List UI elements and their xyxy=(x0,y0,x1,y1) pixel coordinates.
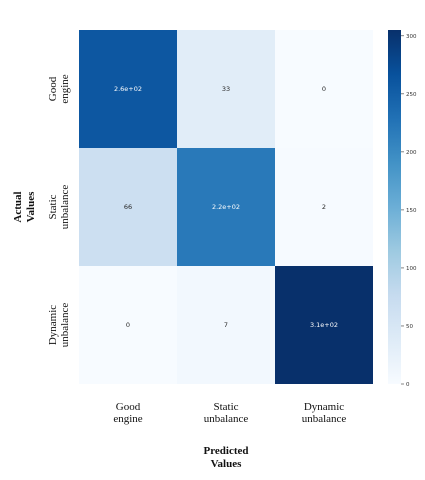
heatmap-cell-r1-c2 xyxy=(275,148,373,266)
axis-titles: Predicted Values ActualValues xyxy=(12,191,249,470)
x-axis-title: Predicted Values xyxy=(203,445,248,470)
colorbar-tick-label: 50 xyxy=(406,324,413,330)
cell-value-label: 2.2e+02 xyxy=(212,203,240,211)
x-tick-labels: Good engine Static unbalance Dynamic unbalanc… xyxy=(113,401,346,425)
cell-value-label: 7 xyxy=(224,321,228,329)
x-tick-label: Dynamic unbalance xyxy=(302,401,347,425)
y-tick-label: Staticunbalance xyxy=(47,185,71,230)
heatmap-cell-r0-c0 xyxy=(79,30,177,148)
y-axis-title: ActualValues xyxy=(12,191,37,223)
cell-value-label: 66 xyxy=(124,203,132,211)
heatmap-cell-r0-c2 xyxy=(275,30,373,148)
cell-value-label: 2 xyxy=(322,203,326,211)
colorbar-gradient xyxy=(388,30,401,384)
x-tick-label: Good engine xyxy=(113,401,142,425)
heatmap-cell-r0-c1 xyxy=(177,30,275,148)
heatmap-cell-r2-c2 xyxy=(275,266,373,384)
cell-value-label: 33 xyxy=(222,85,230,93)
heatmap-cell-r1-c0 xyxy=(79,148,177,266)
colorbar-tick-label: 200 xyxy=(406,150,417,156)
y-tick-label: Goodengine xyxy=(47,74,71,103)
colorbar: 0 50 100 150 200 250 300 xyxy=(388,30,417,388)
y-tick-labels: Goodengine Staticunbalance Dynamicunbalanc… xyxy=(47,74,71,347)
heatmap-cell-r2-c1 xyxy=(177,266,275,384)
cell-value-label: 3.1e+02 xyxy=(310,321,338,329)
colorbar-tick-label: 300 xyxy=(406,34,417,40)
heatmap-cells xyxy=(79,30,373,384)
cell-value-label: 0 xyxy=(322,85,326,93)
cell-value-label: 2.6e+02 xyxy=(114,85,142,93)
heatmap-cell-labels: 2.6e+02 33 0 66 2.2e+02 2 0 7 3.1e+02 xyxy=(114,85,338,329)
colorbar-tick-label: 0 xyxy=(406,382,410,388)
colorbar-tick-label: 150 xyxy=(406,208,417,214)
colorbar-tick-label: 250 xyxy=(406,92,417,98)
x-tick-label: Static unbalance xyxy=(204,401,249,425)
heatmap-cell-r2-c0 xyxy=(79,266,177,384)
heatmap-cell-r1-c1 xyxy=(177,148,275,266)
cell-value-label: 0 xyxy=(126,321,130,329)
y-tick-label: Dynamicunbalance xyxy=(47,303,71,348)
colorbar-tick-label: 100 xyxy=(406,266,417,272)
